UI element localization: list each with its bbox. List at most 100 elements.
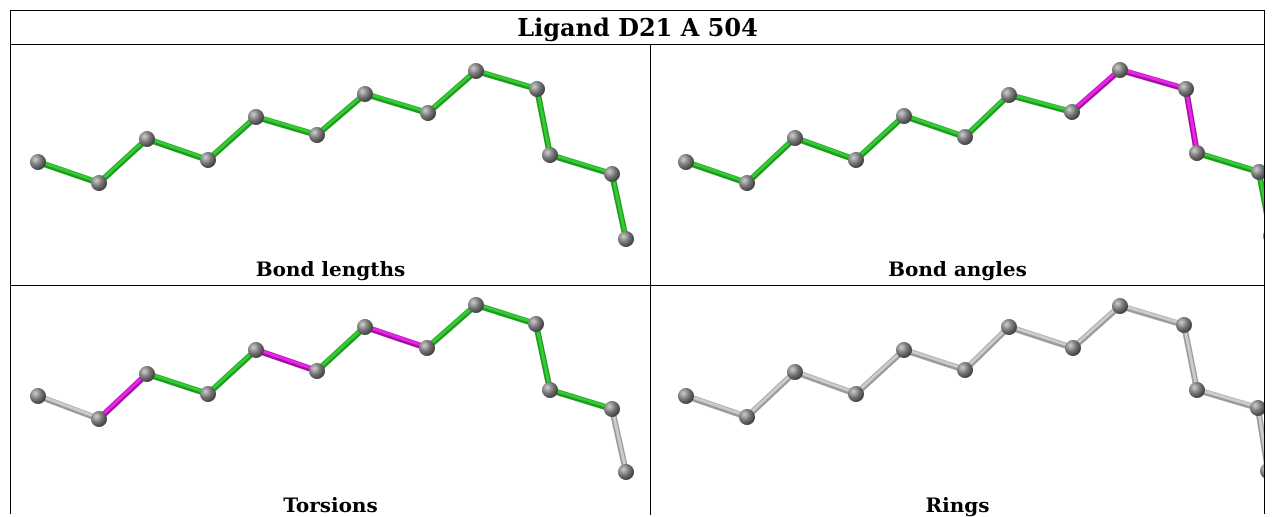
bond-11-ok bbox=[547, 387, 615, 412]
bond-3-ok bbox=[144, 371, 211, 397]
bond-7-ok bbox=[1006, 92, 1075, 115]
bond-10-outlier bbox=[1183, 86, 1200, 156]
atom-9 bbox=[1112, 62, 1128, 78]
bond-1-none bbox=[683, 393, 750, 420]
atom-8 bbox=[1064, 104, 1080, 120]
bond-2-ok bbox=[96, 136, 150, 186]
atom-6 bbox=[309, 127, 325, 143]
atom-7 bbox=[357, 86, 373, 102]
atom-3 bbox=[139, 131, 155, 147]
bond-9-ok bbox=[473, 302, 539, 327]
bond-7-none bbox=[1006, 324, 1076, 351]
panel-bond-lengths: Bond lengths bbox=[11, 45, 651, 286]
bond-4-ok bbox=[205, 114, 259, 163]
bond-6-none bbox=[962, 324, 1012, 373]
panel-label: Torsions bbox=[283, 493, 378, 517]
atom-3 bbox=[787, 364, 803, 380]
bond-2-outlier bbox=[96, 371, 150, 422]
bond-11-ok bbox=[1194, 150, 1262, 175]
bond-8-none bbox=[1070, 303, 1123, 351]
atom-1 bbox=[30, 154, 46, 170]
bond-5-none bbox=[901, 347, 968, 373]
bond-4-ok bbox=[205, 347, 259, 397]
atom-11 bbox=[542, 147, 558, 163]
bond-4-ok bbox=[853, 113, 907, 163]
bond-1-ok bbox=[35, 159, 102, 186]
bond-3-ok bbox=[792, 135, 859, 163]
bond-9-none bbox=[1117, 303, 1187, 328]
bond-6-ok bbox=[962, 92, 1012, 140]
atom-5 bbox=[896, 108, 912, 124]
panel-torsions: Torsions bbox=[11, 286, 651, 517]
panel-rings: Rings bbox=[651, 286, 1264, 517]
atom-4 bbox=[848, 152, 864, 168]
bond-8-ok bbox=[424, 302, 479, 351]
bond-9-outlier bbox=[1117, 67, 1189, 92]
bond-2-ok bbox=[744, 135, 798, 186]
bond-8-outlier bbox=[1069, 67, 1123, 115]
atom-2 bbox=[739, 409, 755, 425]
molecule-torsions bbox=[30, 297, 634, 480]
bond-10-ok bbox=[534, 86, 553, 158]
atom-11 bbox=[542, 382, 558, 398]
atom-6 bbox=[957, 129, 973, 145]
bond-3-none bbox=[792, 369, 859, 397]
bond-8-ok bbox=[425, 68, 479, 116]
bond-12-ok bbox=[609, 171, 629, 242]
atom-6 bbox=[957, 362, 973, 378]
atom-5 bbox=[896, 342, 912, 358]
atom-2 bbox=[91, 411, 107, 427]
bond-5-ok bbox=[901, 113, 968, 140]
atom-12 bbox=[1251, 164, 1264, 180]
atom-10 bbox=[529, 81, 545, 97]
atom-6 bbox=[309, 363, 325, 379]
atom-13 bbox=[1260, 464, 1264, 478]
bond-4-none bbox=[853, 347, 907, 397]
table-title: Ligand D21 A 504 bbox=[11, 11, 1264, 45]
atom-13 bbox=[1263, 232, 1264, 240]
atom-7 bbox=[1001, 319, 1017, 335]
bond-10-none bbox=[1181, 322, 1200, 393]
panel-label: Bond lengths bbox=[255, 257, 406, 281]
atom-3 bbox=[787, 130, 803, 146]
bond-1-ok bbox=[683, 159, 750, 186]
atom-8 bbox=[1065, 340, 1081, 356]
panel-label: Rings bbox=[925, 493, 990, 517]
bond-11-ok bbox=[547, 152, 615, 177]
atom-7 bbox=[1001, 87, 1017, 103]
panel-bond-angles: Bond angles bbox=[651, 45, 1264, 286]
atom-9 bbox=[468, 63, 484, 79]
bond-6-ok bbox=[314, 91, 368, 138]
molecule-bond-angles bbox=[678, 62, 1264, 240]
atom-1 bbox=[678, 154, 694, 170]
atom-8 bbox=[419, 340, 435, 356]
bond-11-none bbox=[1194, 387, 1261, 411]
atom-10 bbox=[1178, 81, 1194, 97]
atom-9 bbox=[468, 297, 484, 313]
atom-11 bbox=[1189, 382, 1205, 398]
atom-12 bbox=[604, 401, 620, 417]
ligand-table: Ligand D21 A 504 Bond lengths Bond angle… bbox=[10, 10, 1265, 517]
atom-4 bbox=[200, 386, 216, 402]
atom-9 bbox=[1112, 298, 1128, 314]
bond-12-ok bbox=[1256, 169, 1264, 215]
atom-1 bbox=[30, 388, 46, 404]
bond-10-ok bbox=[533, 321, 553, 393]
bond-3-ok bbox=[144, 136, 211, 163]
bond-1-none bbox=[35, 393, 102, 422]
atom-2 bbox=[91, 175, 107, 191]
bond-12-none bbox=[609, 406, 629, 475]
molecule-rings bbox=[678, 298, 1264, 478]
bond-12-none bbox=[1255, 405, 1264, 465]
atom-11 bbox=[1189, 145, 1205, 161]
atom-13 bbox=[618, 464, 634, 480]
bond-5-ok bbox=[253, 114, 320, 138]
atom-12 bbox=[1250, 400, 1264, 416]
atom-10 bbox=[1176, 317, 1192, 333]
bond-2-none bbox=[744, 369, 798, 420]
bond-7-ok bbox=[362, 91, 431, 116]
bond-5-outlier bbox=[253, 347, 320, 374]
bond-7-outlier bbox=[362, 324, 430, 351]
bond-9-ok bbox=[473, 68, 540, 92]
atom-5 bbox=[248, 109, 264, 125]
